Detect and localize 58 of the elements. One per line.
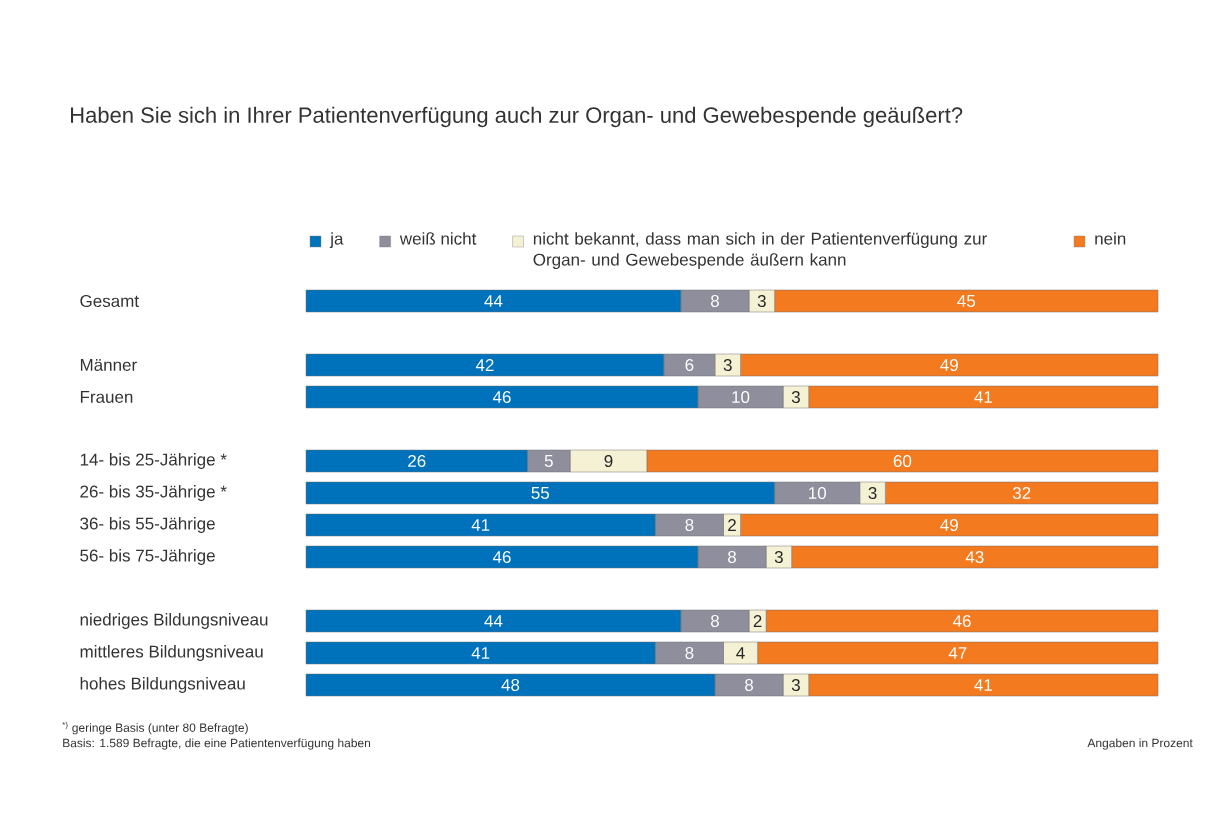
- data-label: 2: [728, 519, 736, 531]
- data-label: 45: [957, 295, 976, 307]
- data-label: 47: [948, 647, 967, 659]
- y-tick-label: Frauen: [80, 391, 133, 403]
- data-label: 60: [893, 454, 912, 468]
- data-label: 55: [531, 487, 550, 499]
- y-tick-label: 14- bis 25-Jährige *: [80, 453, 227, 469]
- y-tick-label: niedriges Bildungsniveau: [80, 613, 268, 629]
- data-label: 46: [952, 614, 971, 628]
- data-label: 41: [974, 391, 992, 403]
- data-label: 44: [484, 615, 503, 627]
- data-label: 48: [501, 678, 520, 692]
- data-label: 8: [728, 550, 736, 564]
- data-label: 49: [940, 518, 958, 532]
- data-label: 8: [710, 614, 719, 628]
- y-tick-label: 56- bis 75-Jährige: [80, 549, 215, 565]
- data-label: 26: [408, 454, 426, 468]
- data-label: 32: [1012, 486, 1031, 500]
- data-label: 41: [471, 647, 490, 659]
- data-label: 9: [604, 454, 613, 468]
- data-label: 46: [492, 550, 511, 564]
- data-label: 6: [685, 358, 694, 372]
- data-label: 4: [736, 647, 745, 659]
- legend-label: nicht bekannt, dass man sich in der Patientenverfügung zur Organ- und Gewebespende äußern kann: [533, 232, 987, 270]
- y-tick-label: 36- bis 55-Jährige: [80, 517, 215, 533]
- data-label: 3: [868, 486, 877, 500]
- data-label: 3: [791, 678, 800, 692]
- data-label: 3: [774, 550, 783, 564]
- data-label: 5: [544, 455, 553, 467]
- y-tick-label: 26- bis 35-Jährige *: [80, 485, 227, 501]
- data-label: 10: [809, 486, 827, 500]
- y-tick-label: Männer: [80, 359, 137, 371]
- data-label: 8: [745, 678, 754, 692]
- y-tick-label: Gesamt: [80, 294, 139, 308]
- legend-label: ja: [329, 232, 344, 249]
- y-tick-label: hohes Bildungsniveau: [80, 677, 245, 693]
- text: Angaben in Prozent: [1087, 738, 1193, 750]
- text: $^{*)}$ geringe Basis (unter 80 Befragte): [62, 721, 248, 735]
- data-label: 2: [753, 615, 762, 627]
- data-label: 3: [791, 390, 800, 404]
- data-label: 8: [710, 294, 719, 308]
- data-label: 3: [757, 294, 766, 308]
- data-label: 8: [685, 646, 694, 660]
- data-label: 49: [940, 358, 958, 372]
- text: Basis: 1.589 Befragte, die eine Patientenverfügung haben: [63, 738, 371, 750]
- y-tick-label: mittleres Bildungsniveau: [80, 645, 263, 661]
- data-label: 8: [685, 518, 694, 532]
- legend-label: nein: [1095, 232, 1126, 245]
- legend-label: weiß nicht: [399, 232, 477, 245]
- chart-title: Haben Sie sich in Ihrer Patientenverfügung auch zur Organ- und Gewebespende geäußert?: [71, 106, 963, 128]
- data-label: 41: [471, 519, 490, 531]
- data-label: 41: [974, 679, 992, 691]
- data-label: 46: [492, 390, 511, 404]
- data-label: 43: [965, 550, 984, 564]
- data-label: 44: [484, 295, 503, 307]
- data-label: 10: [732, 390, 750, 404]
- data-label: 3: [723, 358, 732, 372]
- data-label: 42: [475, 359, 494, 371]
